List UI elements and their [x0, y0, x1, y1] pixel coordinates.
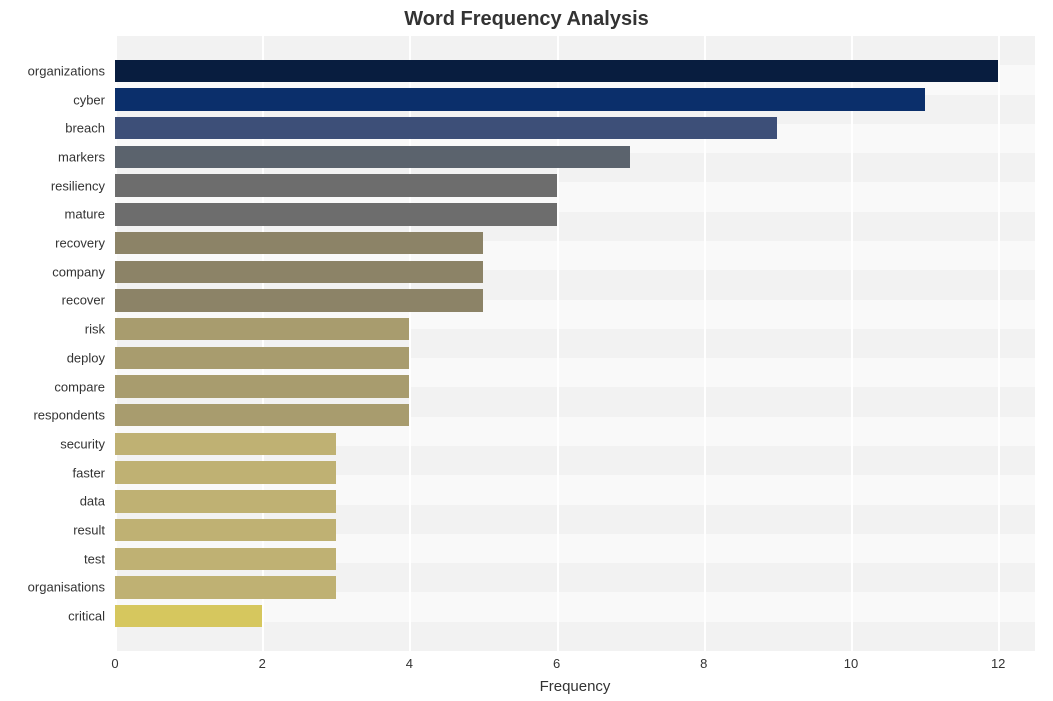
y-tick-label: recover — [0, 293, 105, 308]
bar — [115, 60, 998, 82]
bar — [115, 519, 336, 541]
y-tick-label: test — [0, 551, 105, 566]
y-tick-label: compare — [0, 379, 105, 394]
x-tick-label: 4 — [406, 656, 413, 671]
x-tick-label: 12 — [991, 656, 1005, 671]
x-tick-label: 10 — [844, 656, 858, 671]
x-tick-label: 0 — [111, 656, 118, 671]
x-gridline — [998, 36, 1000, 651]
bar — [115, 375, 409, 397]
bar — [115, 433, 336, 455]
chart-title: Word Frequency Analysis — [0, 8, 1053, 31]
y-tick-label: critical — [0, 609, 105, 624]
bar — [115, 203, 557, 225]
bar — [115, 318, 409, 340]
y-tick-label: organisations — [0, 580, 105, 595]
x-tick-label: 6 — [553, 656, 560, 671]
y-tick-label: respondents — [0, 408, 105, 423]
y-tick-label: security — [0, 436, 105, 451]
chart-container: Word Frequency Analysis Frequency organi… — [0, 0, 1053, 701]
y-tick-label: data — [0, 494, 105, 509]
y-tick-label: resiliency — [0, 178, 105, 193]
bar — [115, 461, 336, 483]
x-tick-label: 2 — [259, 656, 266, 671]
y-tick-label: risk — [0, 322, 105, 337]
y-tick-label: recovery — [0, 236, 105, 251]
bar — [115, 289, 483, 311]
y-tick-label: deploy — [0, 350, 105, 365]
bar — [115, 490, 336, 512]
y-tick-label: organizations — [0, 63, 105, 78]
bar — [115, 605, 262, 627]
bar — [115, 548, 336, 570]
y-tick-label: mature — [0, 207, 105, 222]
y-tick-label: result — [0, 523, 105, 538]
x-tick-label: 8 — [700, 656, 707, 671]
bar — [115, 117, 777, 139]
x-gridline — [851, 36, 853, 651]
y-tick-label: breach — [0, 121, 105, 136]
bar — [115, 347, 409, 369]
x-axis-label: Frequency — [115, 678, 1035, 695]
bar — [115, 88, 925, 110]
bar — [115, 576, 336, 598]
plot-area — [115, 36, 1035, 651]
bar — [115, 261, 483, 283]
bar — [115, 232, 483, 254]
y-tick-label: cyber — [0, 92, 105, 107]
y-tick-label: faster — [0, 465, 105, 480]
bar — [115, 404, 409, 426]
bar — [115, 146, 630, 168]
bar — [115, 174, 557, 196]
y-tick-label: markers — [0, 149, 105, 164]
y-tick-label: company — [0, 264, 105, 279]
